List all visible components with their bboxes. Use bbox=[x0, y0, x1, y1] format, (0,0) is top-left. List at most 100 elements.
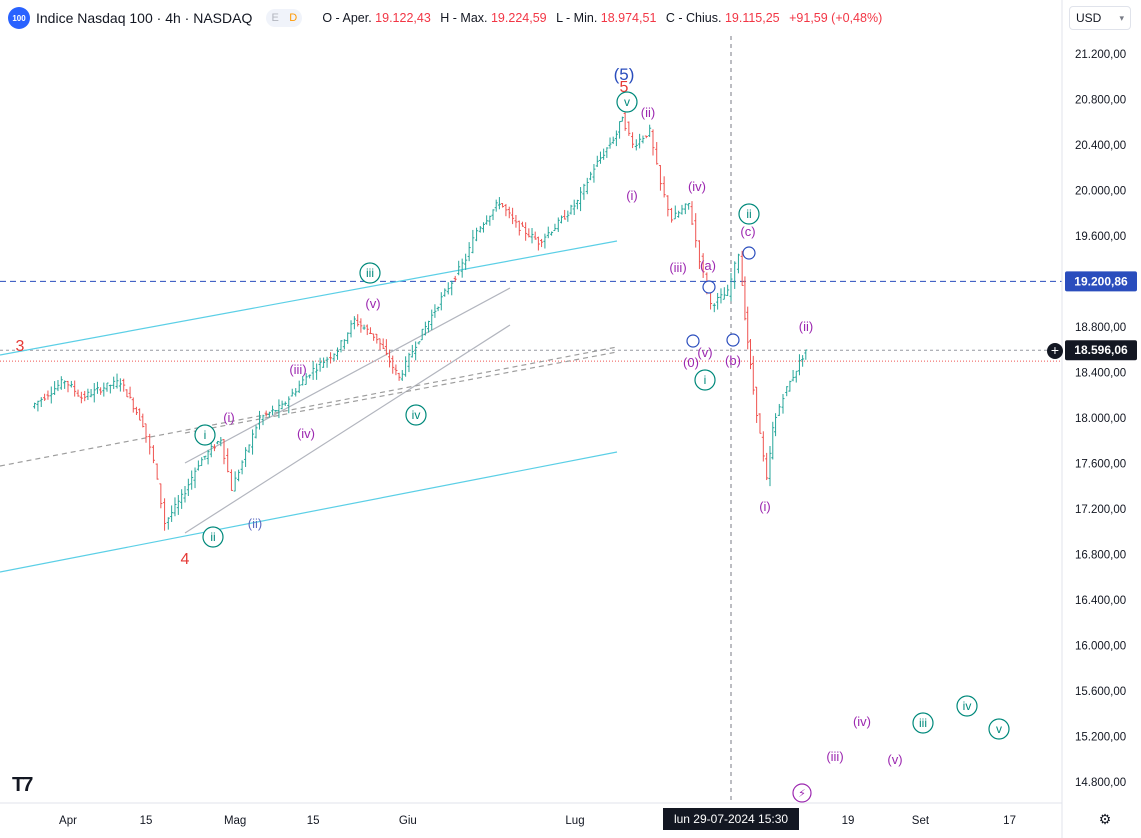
wave-label-ii: ii bbox=[210, 530, 215, 544]
wave-label-(iv)-may: (iv) bbox=[297, 426, 315, 441]
tradingview-logo-icon[interactable]: T7 bbox=[12, 774, 33, 796]
x-tick-label: 15 bbox=[307, 815, 320, 827]
projection-label-iii: iii bbox=[919, 716, 927, 730]
y-tick-label: 21.200,00 bbox=[1075, 49, 1126, 61]
x-tick-label: Giu bbox=[399, 815, 417, 827]
wave-label-5-major: (5) bbox=[614, 65, 635, 84]
x-tick-label: 15 bbox=[140, 815, 153, 827]
wave-label-ii-circle bbox=[202, 526, 224, 548]
wave-label-(0): (0) bbox=[683, 355, 699, 370]
wave-label-i-circle bbox=[194, 424, 216, 446]
y-tick-label: 20.800,00 bbox=[1075, 95, 1126, 107]
y-tick-label: 15.600,00 bbox=[1075, 686, 1126, 698]
close-label: C - Chius. bbox=[665, 11, 722, 25]
wave-label-(a): (a) bbox=[700, 258, 716, 273]
symbol-logo: 100 bbox=[8, 7, 30, 29]
projection-label-(iii): (iii) bbox=[826, 749, 843, 764]
anchor-point bbox=[686, 334, 700, 348]
wave-label-(ii)-may: (ii) bbox=[248, 516, 262, 531]
wave-label-(ii)-jul: (ii) bbox=[641, 105, 655, 120]
anchor-point bbox=[742, 246, 756, 260]
anchor-point bbox=[726, 333, 740, 347]
currency-select[interactable]: USD ▾ bbox=[1069, 6, 1131, 30]
wave-label-iii: iii bbox=[366, 266, 374, 280]
anchor-point bbox=[702, 280, 716, 294]
crosshair-date-badge bbox=[663, 808, 799, 830]
data-status-pill[interactable]: E D bbox=[266, 9, 303, 27]
wave-label-v-top: v bbox=[624, 95, 630, 109]
wave-label-5: 5 bbox=[620, 79, 629, 96]
y-tick-label: 18.800,00 bbox=[1075, 322, 1126, 334]
crosshair-date-label: lun 29-07-2024 15:30 bbox=[674, 812, 788, 826]
plus-circle-icon[interactable]: + bbox=[1047, 343, 1063, 359]
projection-label-v: v bbox=[996, 722, 1002, 736]
wave-label-iv-circle bbox=[405, 404, 427, 426]
gear-icon[interactable]: ⚙ bbox=[1098, 811, 1112, 827]
channel-upper-line bbox=[0, 240, 618, 356]
trend-channels bbox=[0, 240, 618, 573]
wave-labels: 345(5)viiiiiiiviii(i)(ii)(iii)(iv)(v)(ii… bbox=[16, 65, 1010, 803]
wave-label-(i)-aug: (i) bbox=[759, 499, 771, 514]
open-label: O - Aper. bbox=[322, 11, 372, 25]
dashed-trend-1 bbox=[0, 346, 618, 467]
wave-label-4: 4 bbox=[181, 551, 190, 568]
x-tick-label: 19 bbox=[842, 815, 855, 827]
y-tick-label: 19.600,00 bbox=[1075, 231, 1126, 243]
projection-label-iv: iv bbox=[963, 699, 972, 713]
wave-label-iii-circle bbox=[359, 262, 381, 284]
ohlc-bars bbox=[33, 109, 808, 531]
y-tick-label: 16.000,00 bbox=[1075, 641, 1126, 653]
open-value: 19.122,43 bbox=[375, 11, 431, 25]
wave-label-ii-aug: ii bbox=[746, 207, 751, 221]
wave-label-i: i bbox=[204, 428, 207, 442]
y-tick-label: 20.400,00 bbox=[1075, 140, 1126, 152]
lightning-icon-glyph: ⚡ bbox=[798, 787, 806, 800]
wave-label-i-aug-circle bbox=[694, 369, 716, 391]
high-value: 19.224,59 bbox=[490, 11, 547, 25]
high-label: H - Max. bbox=[440, 11, 488, 25]
wave-label-(iii)-jul: (iii) bbox=[669, 260, 686, 275]
chart-header: 100 Indice Nasdaq 100 · 4h · NASDAQ E D … bbox=[0, 0, 1062, 36]
projection-label-(iv): (iv) bbox=[853, 714, 871, 729]
y-tick-label: 17.200,00 bbox=[1075, 504, 1126, 516]
y-tick-label: 16.800,00 bbox=[1075, 550, 1126, 562]
projection-label-v-circle bbox=[988, 718, 1010, 740]
price-badge bbox=[1065, 271, 1137, 292]
pill-e: E bbox=[271, 12, 279, 24]
symbol-title[interactable]: Indice Nasdaq 100 · 4h · NASDAQ bbox=[36, 10, 253, 26]
y-tick-label: 17.600,00 bbox=[1075, 459, 1126, 471]
dashed-trend-2 bbox=[184, 351, 618, 434]
wave-label-ii-aug-circle bbox=[738, 203, 760, 225]
wave-label-iv: iv bbox=[412, 408, 421, 422]
x-tick-label: Apr bbox=[59, 815, 77, 827]
channel-lower-line bbox=[0, 451, 618, 573]
y-tick-label: 14.800,00 bbox=[1075, 777, 1126, 789]
wave-label-(v)-may: (v) bbox=[365, 296, 380, 311]
currency-label: USD bbox=[1076, 11, 1102, 25]
y-tick-label: 16.400,00 bbox=[1075, 595, 1126, 607]
wave-label-(c): (c) bbox=[740, 224, 755, 239]
price-badge bbox=[1065, 340, 1137, 361]
subchannel-lower bbox=[184, 324, 511, 534]
x-tick-label: 17 bbox=[1003, 815, 1016, 827]
projection-label-iv-circle bbox=[956, 695, 978, 717]
close-value: 19.115,25 bbox=[724, 11, 780, 25]
low-value: 18.974,51 bbox=[600, 11, 657, 25]
lightning-icon bbox=[792, 783, 812, 803]
projection-label-(v): (v) bbox=[887, 752, 902, 767]
change-value: +91,59 (+0,48%) bbox=[789, 11, 883, 25]
price-badge-label: 18.596,06 bbox=[1074, 343, 1128, 357]
pill-d: D bbox=[289, 12, 298, 24]
y-tick-label: 20.000,00 bbox=[1075, 186, 1126, 198]
projection-label-iii-circle bbox=[912, 712, 934, 734]
y-tick-label: 18.000,00 bbox=[1075, 413, 1126, 425]
wave-label-(iii)-may: (iii) bbox=[289, 362, 306, 377]
wave-label-(v)-aug: (v) bbox=[697, 345, 712, 360]
wave-label-(i)-may: (i) bbox=[223, 410, 235, 425]
x-tick-label: Mag bbox=[224, 815, 246, 827]
wave-label-(i)-jul: (i) bbox=[626, 188, 638, 203]
price-grid bbox=[0, 36, 1062, 803]
y-tick-label: 18.400,00 bbox=[1075, 368, 1126, 380]
